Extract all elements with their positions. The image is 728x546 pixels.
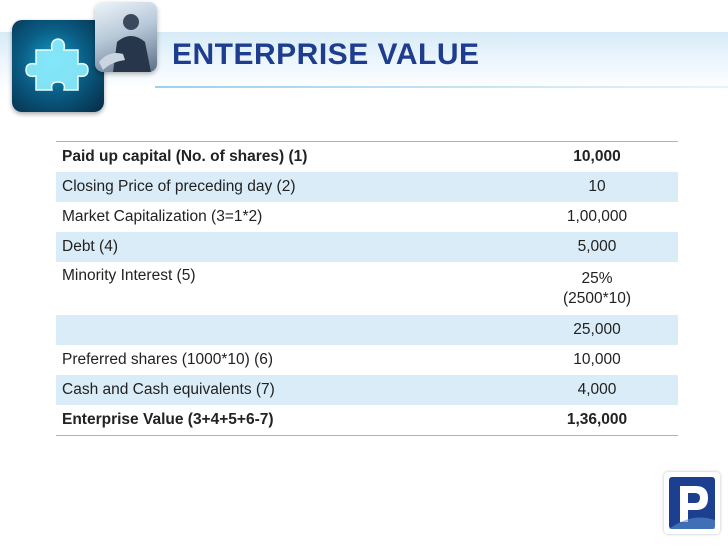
- row-value: 1,36,000: [566, 411, 628, 428]
- row-label: Preferred shares (1000*10) (6): [62, 351, 274, 368]
- row-label: Debt (4): [62, 238, 118, 255]
- table-row: Market Capitalization (3=1*2) 1,00,000: [56, 202, 678, 232]
- table-row: 25,000: [56, 315, 678, 345]
- puzzle-piece-icon: [12, 20, 104, 112]
- table-row: Debt (4) 5,000: [56, 232, 678, 262]
- row-label: Enterprise Value (3+4+5+6-7): [62, 411, 274, 428]
- table-row: Enterprise Value (3+4+5+6-7) 1,36,000: [56, 405, 678, 436]
- table-row: Closing Price of preceding day (2) 10: [56, 172, 678, 202]
- row-value: 25% (2500*10): [516, 262, 678, 315]
- row-label: Market Capitalization (3=1*2): [62, 208, 263, 225]
- row-value: 4,000: [577, 381, 617, 398]
- business-person-photo: [95, 2, 157, 72]
- row-value-line: 25%: [581, 269, 613, 287]
- row-label: Paid up capital (No. of shares) (1): [62, 148, 308, 165]
- row-label: Cash and Cash equivalents (7): [62, 381, 275, 398]
- row-value: 10,000: [573, 351, 621, 368]
- row-value: 25,000: [573, 321, 621, 338]
- p-logo-icon: [664, 472, 720, 534]
- row-value: 1,00,000: [566, 208, 628, 225]
- header-divider: [155, 86, 728, 88]
- table-row: Cash and Cash equivalents (7) 4,000: [56, 375, 678, 405]
- row-label: Minority Interest (5): [62, 267, 196, 284]
- enterprise-value-table: Paid up capital (No. of shares) (1) 10,0…: [56, 141, 678, 436]
- page-title: ENTERPRISE VALUE: [172, 38, 480, 71]
- row-label: Closing Price of preceding day (2): [62, 178, 296, 195]
- row-value: 5,000: [577, 238, 617, 255]
- table-row: Preferred shares (1000*10) (6) 10,000: [56, 345, 678, 375]
- table-row: Minority Interest (5) 25% (2500*10): [56, 262, 678, 315]
- row-label: [56, 315, 516, 345]
- row-value: 10: [588, 178, 606, 195]
- row-value: 10,000: [573, 148, 621, 165]
- table-row: Paid up capital (No. of shares) (1) 10,0…: [56, 142, 678, 173]
- row-value-line: (2500*10): [562, 289, 632, 307]
